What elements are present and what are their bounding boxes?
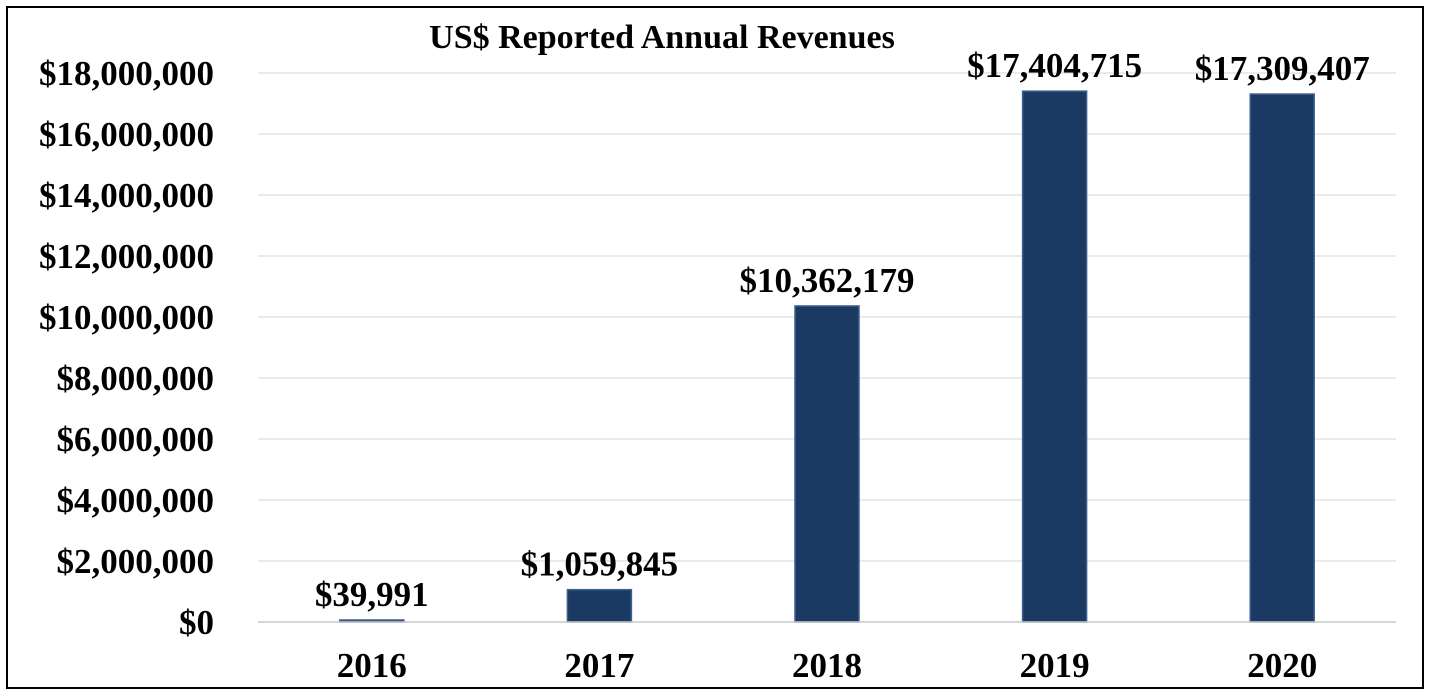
- y-tick-label: $6,000,000: [57, 420, 215, 459]
- bars: [339, 90, 1315, 623]
- chart-title: US$ Reported Annual Revenues: [429, 19, 895, 56]
- chart-frame: [6, 6, 1424, 689]
- bar-2020: [1249, 93, 1315, 623]
- data-label-2018: $10,362,179: [740, 261, 915, 300]
- bar-2017: [566, 588, 633, 623]
- x-tick-label: 2016: [337, 646, 407, 685]
- data-label-2020: $17,309,407: [1195, 49, 1370, 88]
- x-tick-label: 2019: [1020, 646, 1090, 685]
- data-label-2016: $39,991: [315, 575, 429, 614]
- y-tick-label: $4,000,000: [57, 481, 215, 520]
- x-tick-label: 2018: [792, 646, 862, 685]
- y-tick-label: $16,000,000: [39, 115, 214, 154]
- data-labels: $39,991 $1,059,845 $10,362,179 $17,404,715 $…: [315, 46, 1370, 614]
- y-tick-label: $8,000,000: [57, 359, 215, 398]
- gridlines: [258, 72, 1396, 562]
- data-label-2017: $1,059,845: [521, 545, 679, 584]
- y-tick-label: $10,000,000: [39, 298, 214, 337]
- bar-2019: [1021, 90, 1088, 623]
- y-tick-label: $14,000,000: [39, 176, 214, 215]
- y-tick-label: $2,000,000: [57, 542, 215, 581]
- x-axis-tick-labels: 2016 2017 2018 2019 2020: [337, 646, 1317, 685]
- y-tick-label: $18,000,000: [39, 54, 214, 93]
- y-tick-label: $0: [179, 603, 214, 642]
- x-tick-label: 2017: [564, 646, 634, 685]
- y-tick-label: $12,000,000: [39, 237, 214, 276]
- bar-2018: [794, 305, 860, 623]
- y-axis-tick-labels: $0 $2,000,000 $4,000,000 $6,000,000 $8,000,0…: [39, 54, 214, 642]
- data-label-2019: $17,404,715: [967, 46, 1142, 85]
- x-tick-label: 2020: [1247, 646, 1317, 685]
